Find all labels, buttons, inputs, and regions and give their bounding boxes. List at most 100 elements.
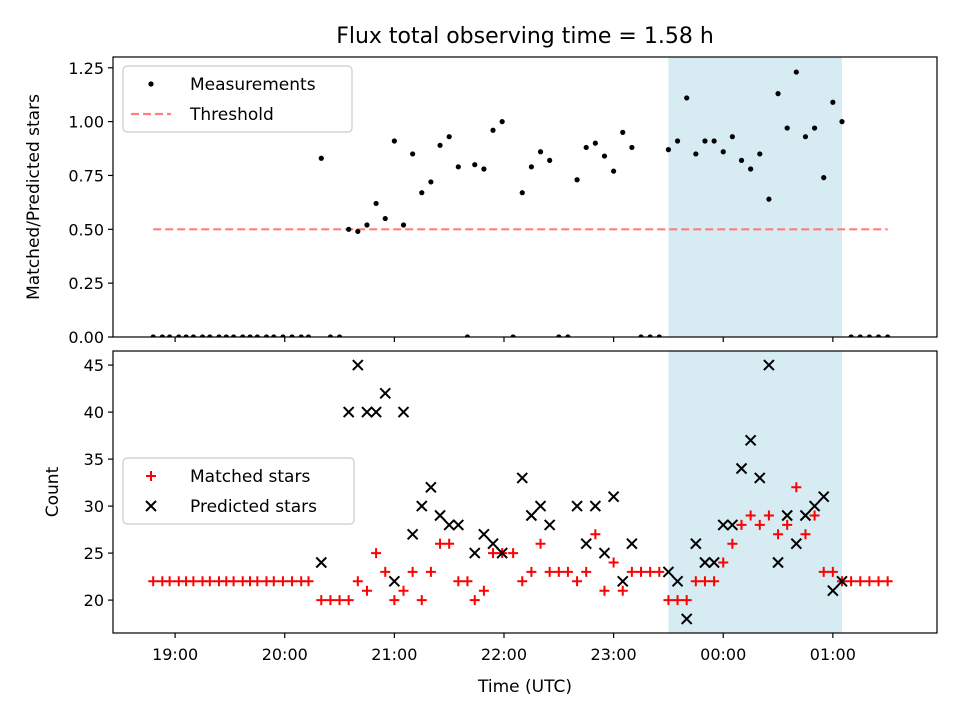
measurement-point [693, 151, 699, 157]
x-tick-label: 22:00 [481, 645, 527, 664]
predicted-stars-point [315, 556, 327, 569]
matched-stars-point [818, 566, 829, 577]
top-legend-box [122, 65, 353, 133]
predicted-stars-point [416, 500, 428, 512]
top-y-tick-label: 1.00 [68, 113, 104, 132]
measurement-point [510, 334, 516, 337]
matched-stars-point [553, 566, 564, 577]
x-tick-label: 00:00 [700, 645, 746, 664]
predicted-stars-point [534, 500, 547, 512]
measurement-point [364, 222, 370, 228]
top-y-tick-label: 0.25 [68, 274, 104, 293]
measurement-point [875, 334, 882, 337]
matched-stars-point [416, 595, 427, 606]
matched-stars-point [645, 566, 656, 577]
measurement-point [289, 334, 295, 337]
measurement-point [240, 334, 246, 337]
matched-stars-point [544, 566, 555, 577]
top-y-tick-label: 1.25 [68, 59, 104, 78]
measurement-point [254, 334, 260, 337]
measurement-point [327, 334, 334, 337]
matched-stars-point [287, 576, 298, 587]
bottom-y-tick-label: 40 [84, 403, 104, 422]
matched-stars-point [425, 566, 436, 577]
matched-stars-point [380, 566, 391, 577]
measurement-point [382, 215, 388, 222]
measurement-point [183, 334, 189, 337]
matched-stars-point [572, 576, 583, 587]
measurement-point [223, 334, 229, 337]
measurement-point [656, 334, 662, 337]
measurement-point [802, 134, 809, 140]
predicted-stars-point [827, 584, 839, 597]
bottom-legend-box [122, 457, 355, 525]
measurement-point [437, 142, 443, 148]
measurement-point [391, 138, 397, 144]
top-y-tick-label: 0.00 [68, 328, 104, 347]
predicted-stars-point [790, 537, 803, 550]
matched-stars-point [773, 529, 784, 540]
measurement-point [519, 190, 525, 196]
measurement-point [464, 334, 471, 337]
matched-stars-point [444, 538, 455, 549]
measurement-point [298, 334, 304, 337]
matched-stars-point [663, 595, 674, 606]
measurement-point [528, 164, 534, 170]
predicted-stars-point [671, 575, 684, 588]
predicted-stars-point [662, 566, 675, 578]
measurement-point [729, 134, 735, 140]
measurement-point [811, 125, 818, 131]
measurement-point [839, 119, 845, 125]
x-tick-label: 01:00 [810, 645, 856, 664]
measurement-point [738, 157, 745, 163]
top-axes-frame [112, 56, 938, 338]
measurement-point [373, 200, 379, 207]
matched-stars-point [517, 576, 528, 587]
x-axis-label: Time (UTC) [477, 677, 572, 697]
predicted-stars-point [397, 406, 410, 418]
predicted-stars-point [818, 490, 830, 503]
measurement-point [556, 334, 562, 337]
bottom-y-tick-label: 25 [84, 544, 104, 563]
predicted-stars-point [525, 509, 538, 522]
predicted-stars-point [370, 406, 382, 418]
bottom-panel: 20 25 30 35 40 45 19:00 20:00 21:00 22:00 23:00 00:… [84, 350, 938, 664]
matched-stars-point [488, 548, 499, 559]
measurement-point [400, 222, 407, 228]
matched-stars-point [252, 576, 263, 587]
matched-stars-point [316, 595, 327, 606]
observing-window-span [668, 57, 842, 337]
predicted-stars-point [469, 547, 481, 559]
measurement-point [583, 144, 589, 151]
matched-stars-point [164, 576, 175, 587]
matched-stars-point [277, 576, 288, 587]
measurement-point [216, 334, 222, 337]
predicted-stars-point [735, 462, 748, 475]
predicted-stars-point [342, 406, 355, 418]
measurement-point [537, 149, 544, 155]
legend-label: Predicted stars [190, 497, 317, 517]
measurement-point [190, 334, 196, 337]
matched-stars-point [800, 529, 811, 540]
matched-stars-point [718, 557, 729, 568]
matched-stars-point [608, 557, 619, 568]
bottom-y-tick-label: 35 [84, 450, 104, 469]
predicted-stars-point [478, 528, 490, 541]
matched-stars-point [763, 510, 774, 521]
measurement-point [821, 175, 827, 181]
observing-window-span [668, 351, 842, 633]
measurement-point [647, 334, 653, 337]
matched-stars-point [709, 576, 720, 587]
measurement-point [665, 147, 672, 153]
measurement-point [547, 157, 553, 163]
measurement-point [748, 166, 754, 172]
predicted-stars-point [580, 537, 592, 550]
measurement-point [176, 334, 182, 337]
top-panel: 0.00 0.25 0.50 0.75 1.00 1.25 Measurements Thre… [68, 56, 938, 347]
predicted-stars-point [589, 500, 602, 512]
predicted-stars-point [808, 500, 821, 512]
measurement-point [305, 334, 312, 337]
predicted-stars-point [443, 519, 455, 531]
predicted-stars-point [543, 519, 556, 531]
measurement-point [885, 334, 891, 337]
